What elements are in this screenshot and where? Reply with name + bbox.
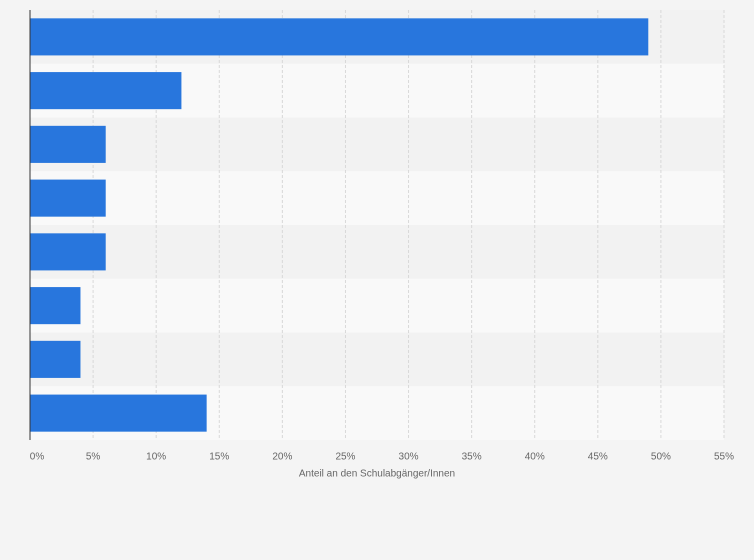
bar — [30, 340, 81, 378]
x-tick-label: 5% — [86, 452, 101, 463]
bar — [30, 287, 81, 325]
x-tick-label: 30% — [399, 452, 419, 463]
bar — [30, 179, 106, 217]
x-tick-label: 45% — [588, 452, 608, 463]
row-background — [30, 225, 724, 279]
row-background — [30, 171, 724, 225]
bar — [30, 394, 207, 432]
x-tick-label: 25% — [335, 452, 355, 463]
bar — [30, 18, 649, 56]
x-tick-label: 20% — [272, 452, 292, 463]
bar — [30, 125, 106, 163]
x-tick-label: 15% — [209, 452, 229, 463]
x-tick-label: 55% — [714, 452, 734, 463]
bar — [30, 72, 182, 110]
bar — [30, 233, 106, 271]
x-tick-label: 40% — [525, 452, 545, 463]
x-tick-label: 35% — [462, 452, 482, 463]
row-background — [30, 332, 724, 387]
row-background — [30, 117, 724, 172]
x-axis-title: Anteil an den Schulabgänger/Innen — [299, 469, 455, 480]
x-tick-label: 10% — [146, 452, 166, 463]
row-background — [30, 278, 724, 333]
x-tick-label: 0% — [30, 452, 45, 463]
x-tick-label: 50% — [651, 452, 671, 463]
